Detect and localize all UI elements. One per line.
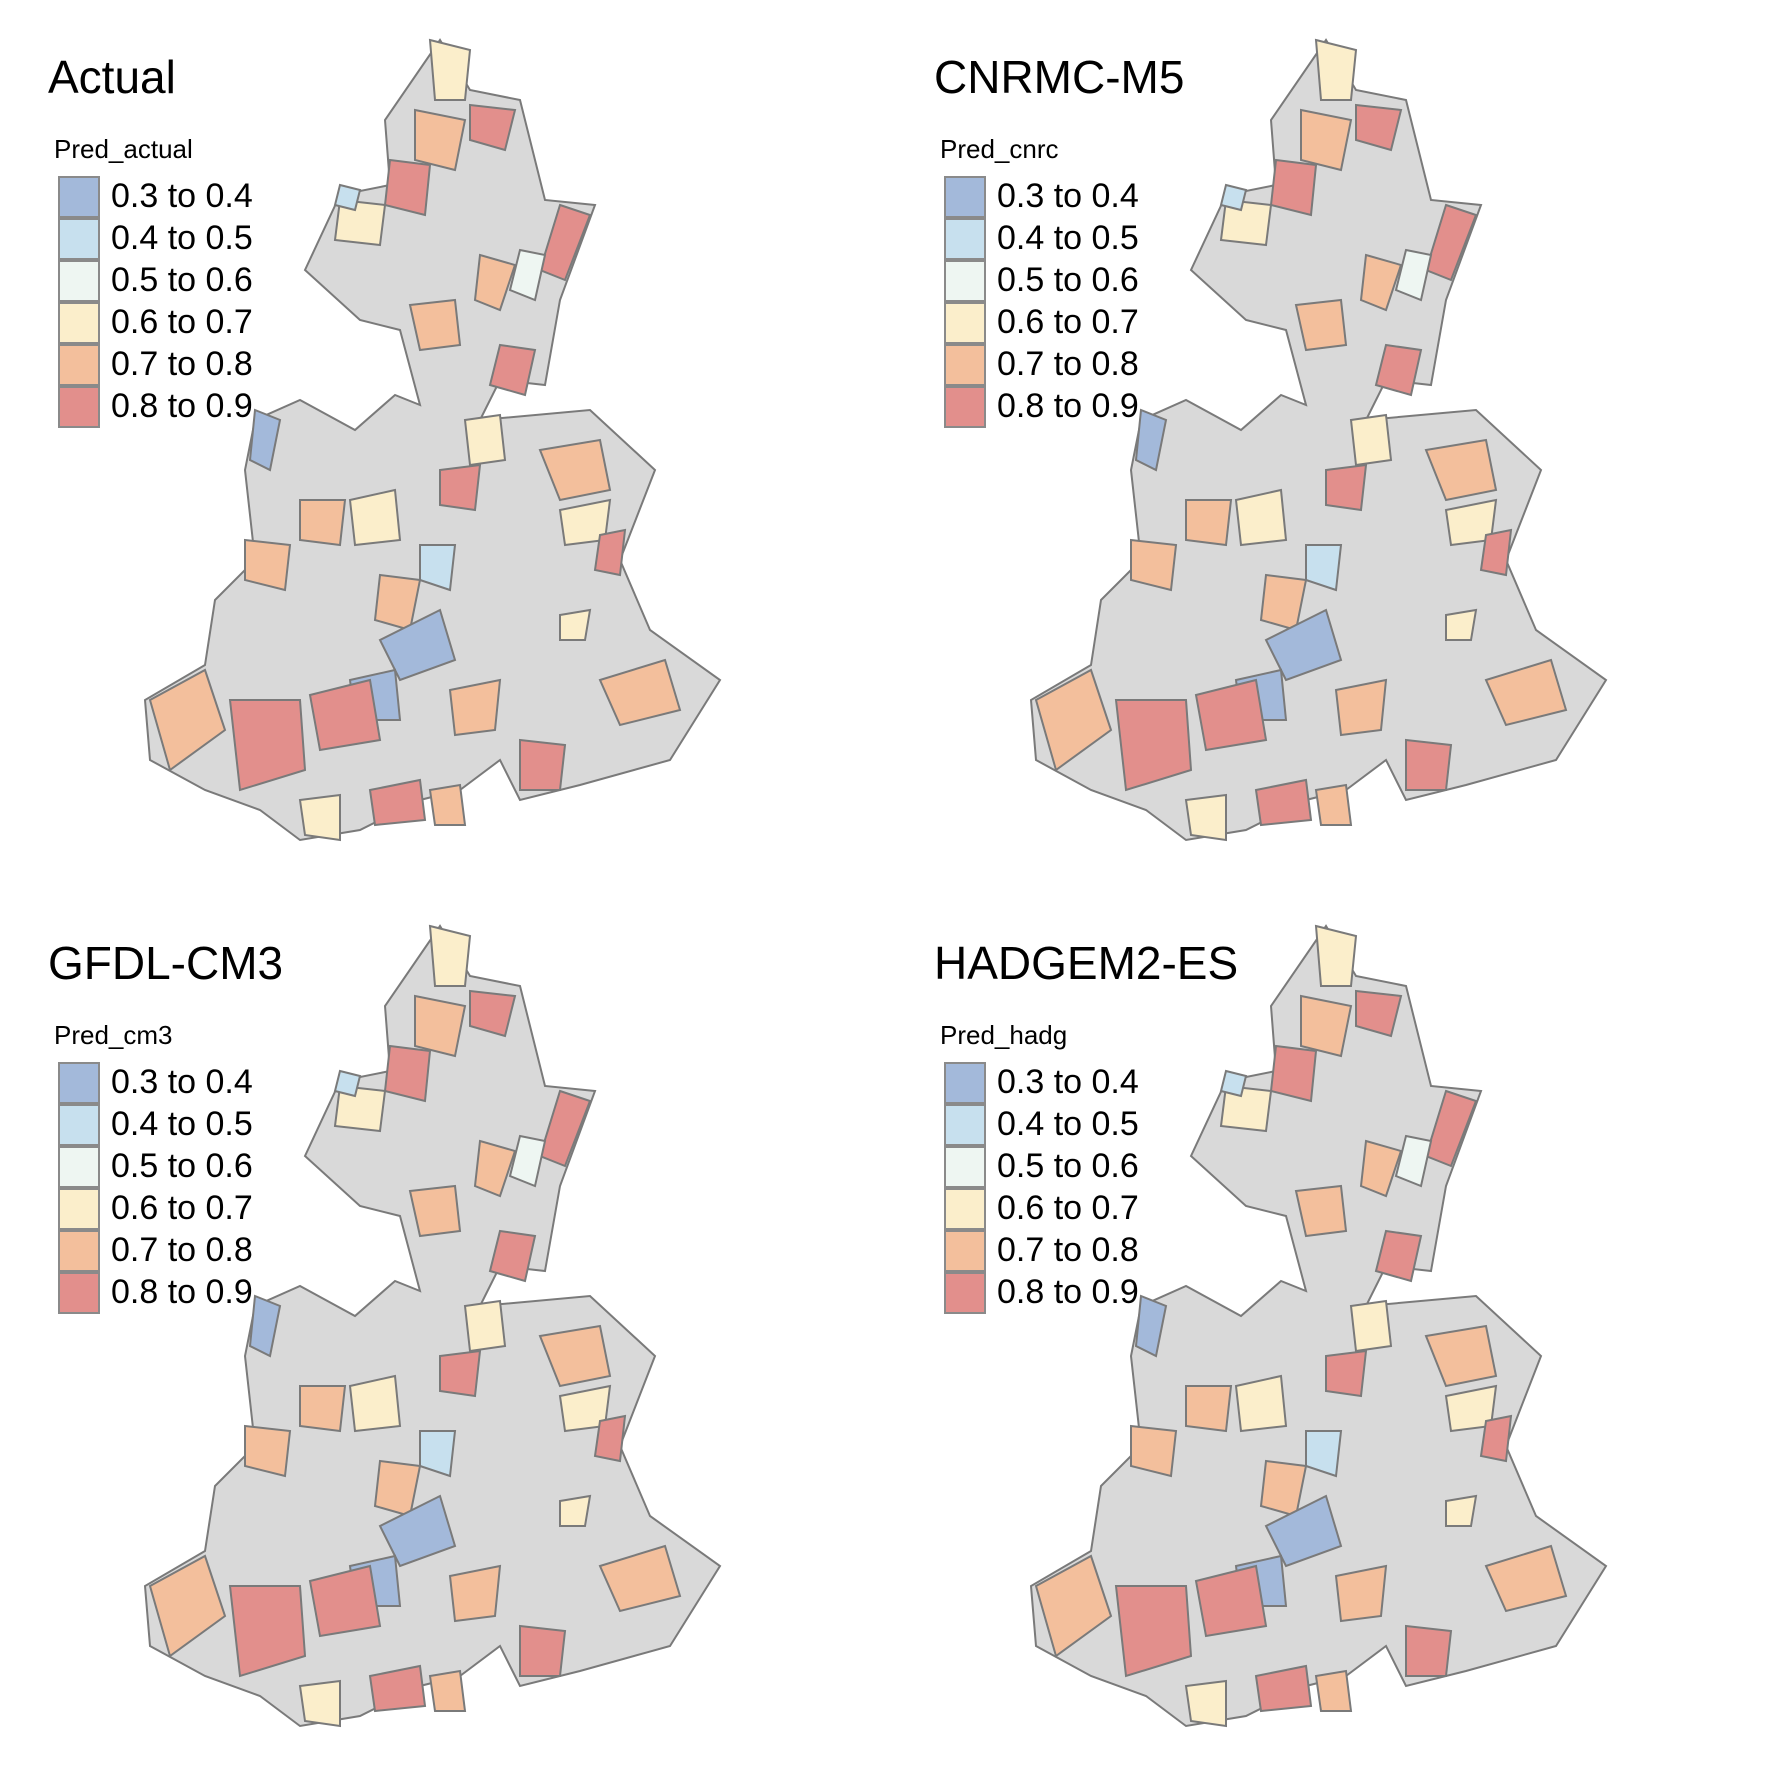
legend-swatch bbox=[944, 1230, 986, 1272]
map-legend: Pred_actual 0.3 to 0.4 0.4 to 0.5 0.5 to… bbox=[52, 134, 253, 428]
legend-label: 0.4 to 0.5 bbox=[111, 219, 253, 257]
choropleth-map bbox=[1030, 925, 1607, 1727]
legend-swatch bbox=[944, 176, 986, 218]
legend-label: 0.4 to 0.5 bbox=[997, 219, 1139, 257]
legend-title: Pred_cm3 bbox=[54, 1020, 173, 1050]
legend-swatch bbox=[58, 1230, 100, 1272]
legend-item: 0.4 to 0.5 bbox=[938, 1104, 1139, 1146]
choropleth-map bbox=[144, 925, 721, 1727]
legend-swatch bbox=[944, 1146, 986, 1188]
legend-swatch bbox=[944, 1104, 986, 1146]
legend-swatch bbox=[944, 1188, 986, 1230]
legend-item: 0.6 to 0.7 bbox=[938, 302, 1139, 344]
choropleth-map bbox=[1030, 39, 1607, 841]
map-legend: Pred_cm3 0.3 to 0.4 0.4 to 0.5 0.5 to 0.… bbox=[52, 1020, 253, 1314]
legend-item: 0.7 to 0.8 bbox=[52, 344, 253, 386]
legend-item: 0.7 to 0.8 bbox=[938, 344, 1139, 386]
legend-item: 0.4 to 0.5 bbox=[938, 218, 1139, 260]
legend-swatch bbox=[58, 344, 100, 386]
legend-swatch bbox=[944, 1272, 986, 1314]
legend-item: 0.3 to 0.4 bbox=[52, 176, 253, 218]
legend-swatch bbox=[58, 176, 100, 218]
legend-item: 0.5 to 0.6 bbox=[52, 260, 253, 302]
legend-item: 0.8 to 0.9 bbox=[52, 1272, 253, 1314]
legend-swatch bbox=[58, 302, 100, 344]
legend-item: 0.6 to 0.7 bbox=[52, 1188, 253, 1230]
legend-item: 0.4 to 0.5 bbox=[52, 218, 253, 260]
panel-title: Actual bbox=[48, 51, 176, 103]
legend-label: 0.7 to 0.8 bbox=[997, 345, 1139, 383]
legend-item: 0.6 to 0.7 bbox=[938, 1188, 1139, 1230]
legend-label: 0.5 to 0.6 bbox=[111, 261, 253, 299]
map-panel-actual: Actual Pred_actual 0.3 to 0.4 0.4 to 0.5… bbox=[0, 0, 885, 885]
legend-item: 0.3 to 0.4 bbox=[938, 176, 1139, 218]
legend-label: 0.5 to 0.6 bbox=[997, 261, 1139, 299]
legend-label: 0.7 to 0.8 bbox=[111, 1231, 253, 1269]
panel-title: HADGEM2-ES bbox=[934, 937, 1239, 989]
legend-item: 0.5 to 0.6 bbox=[938, 1146, 1139, 1188]
legend-label: 0.8 to 0.9 bbox=[997, 387, 1139, 425]
legend-item: 0.8 to 0.9 bbox=[52, 386, 253, 428]
legend-label: 0.5 to 0.6 bbox=[997, 1147, 1139, 1185]
legend-label: 0.8 to 0.9 bbox=[997, 1273, 1139, 1311]
map-panel-hadgem2-es: HADGEM2-ES Pred_hadg 0.3 to 0.4 0.4 to 0… bbox=[886, 886, 1771, 1771]
map-legend: Pred_cnrc 0.3 to 0.4 0.4 to 0.5 0.5 to 0… bbox=[938, 134, 1139, 428]
legend-label: 0.4 to 0.5 bbox=[997, 1105, 1139, 1143]
legend-item: 0.3 to 0.4 bbox=[938, 1062, 1139, 1104]
legend-swatch bbox=[944, 302, 986, 344]
legend-swatch bbox=[58, 1104, 100, 1146]
legend-title: Pred_cnrc bbox=[940, 134, 1059, 164]
legend-label: 0.8 to 0.9 bbox=[111, 387, 253, 425]
legend-label: 0.5 to 0.6 bbox=[111, 1147, 253, 1185]
legend-swatch bbox=[58, 1272, 100, 1314]
map-panel-cnrmc-m5: CNRMC-M5 Pred_cnrc 0.3 to 0.4 0.4 to 0.5… bbox=[886, 0, 1771, 885]
legend-item: 0.3 to 0.4 bbox=[52, 1062, 253, 1104]
legend-swatch bbox=[58, 386, 100, 428]
legend-label: 0.8 to 0.9 bbox=[111, 1273, 253, 1311]
legend-item: 0.8 to 0.9 bbox=[938, 386, 1139, 428]
legend-label: 0.3 to 0.4 bbox=[997, 1063, 1139, 1101]
legend-label: 0.6 to 0.7 bbox=[111, 303, 253, 341]
legend-label: 0.6 to 0.7 bbox=[997, 303, 1139, 341]
legend-label: 0.3 to 0.4 bbox=[111, 177, 253, 215]
legend-label: 0.3 to 0.4 bbox=[997, 177, 1139, 215]
legend-item: 0.7 to 0.8 bbox=[938, 1230, 1139, 1272]
legend-item: 0.4 to 0.5 bbox=[52, 1104, 253, 1146]
legend-swatch bbox=[58, 218, 100, 260]
legend-item: 0.6 to 0.7 bbox=[52, 302, 253, 344]
legend-label: 0.4 to 0.5 bbox=[111, 1105, 253, 1143]
legend-swatch bbox=[944, 260, 986, 302]
legend-item: 0.7 to 0.8 bbox=[52, 1230, 253, 1272]
legend-swatch bbox=[944, 218, 986, 260]
legend-swatch bbox=[944, 1062, 986, 1104]
legend-label: 0.7 to 0.8 bbox=[111, 345, 253, 383]
map-panel-gfdl-cm3: GFDL-CM3 Pred_cm3 0.3 to 0.4 0.4 to 0.5 … bbox=[0, 886, 885, 1771]
panel-title: CNRMC-M5 bbox=[934, 51, 1185, 103]
legend-item: 0.5 to 0.6 bbox=[52, 1146, 253, 1188]
map-legend: Pred_hadg 0.3 to 0.4 0.4 to 0.5 0.5 to 0… bbox=[938, 1020, 1139, 1314]
panel-title: GFDL-CM3 bbox=[48, 937, 284, 989]
legend-label: 0.7 to 0.8 bbox=[997, 1231, 1139, 1269]
legend-title: Pred_actual bbox=[54, 134, 193, 164]
legend-swatch bbox=[58, 1062, 100, 1104]
legend-label: 0.6 to 0.7 bbox=[997, 1189, 1139, 1227]
legend-swatch bbox=[58, 1188, 100, 1230]
choropleth-map bbox=[144, 39, 721, 841]
legend-swatch bbox=[944, 386, 986, 428]
legend-item: 0.8 to 0.9 bbox=[938, 1272, 1139, 1314]
legend-label: 0.3 to 0.4 bbox=[111, 1063, 253, 1101]
legend-swatch bbox=[58, 260, 100, 302]
legend-item: 0.5 to 0.6 bbox=[938, 260, 1139, 302]
legend-title: Pred_hadg bbox=[940, 1020, 1068, 1050]
legend-label: 0.6 to 0.7 bbox=[111, 1189, 253, 1227]
legend-swatch bbox=[944, 344, 986, 386]
legend-swatch bbox=[58, 1146, 100, 1188]
